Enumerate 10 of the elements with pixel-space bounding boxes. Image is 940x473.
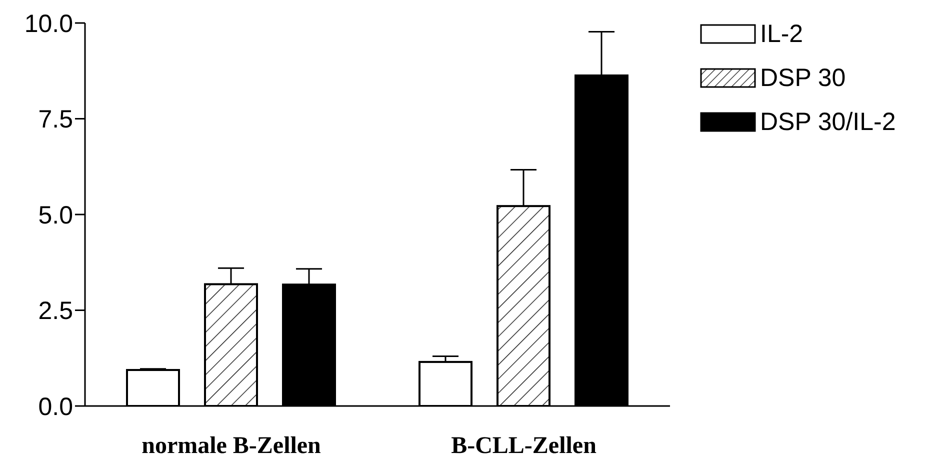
x-tick-label: normale B-Zellen xyxy=(142,433,321,460)
x-tick-label: B-CLL-Zellen xyxy=(451,433,596,460)
y-tick-label: 7.5 xyxy=(38,106,73,134)
legend-label: DSP 30/IL-2 xyxy=(760,108,896,136)
y-tick-label: 0.0 xyxy=(38,392,73,421)
legend-label: DSP 30 xyxy=(760,64,846,92)
y-tick-label: 5.0 xyxy=(38,201,73,230)
y-tick-label: 10.0 xyxy=(24,10,73,38)
legend-label: IL-2 xyxy=(760,20,804,48)
y-tick-label: 2.5 xyxy=(38,297,73,326)
